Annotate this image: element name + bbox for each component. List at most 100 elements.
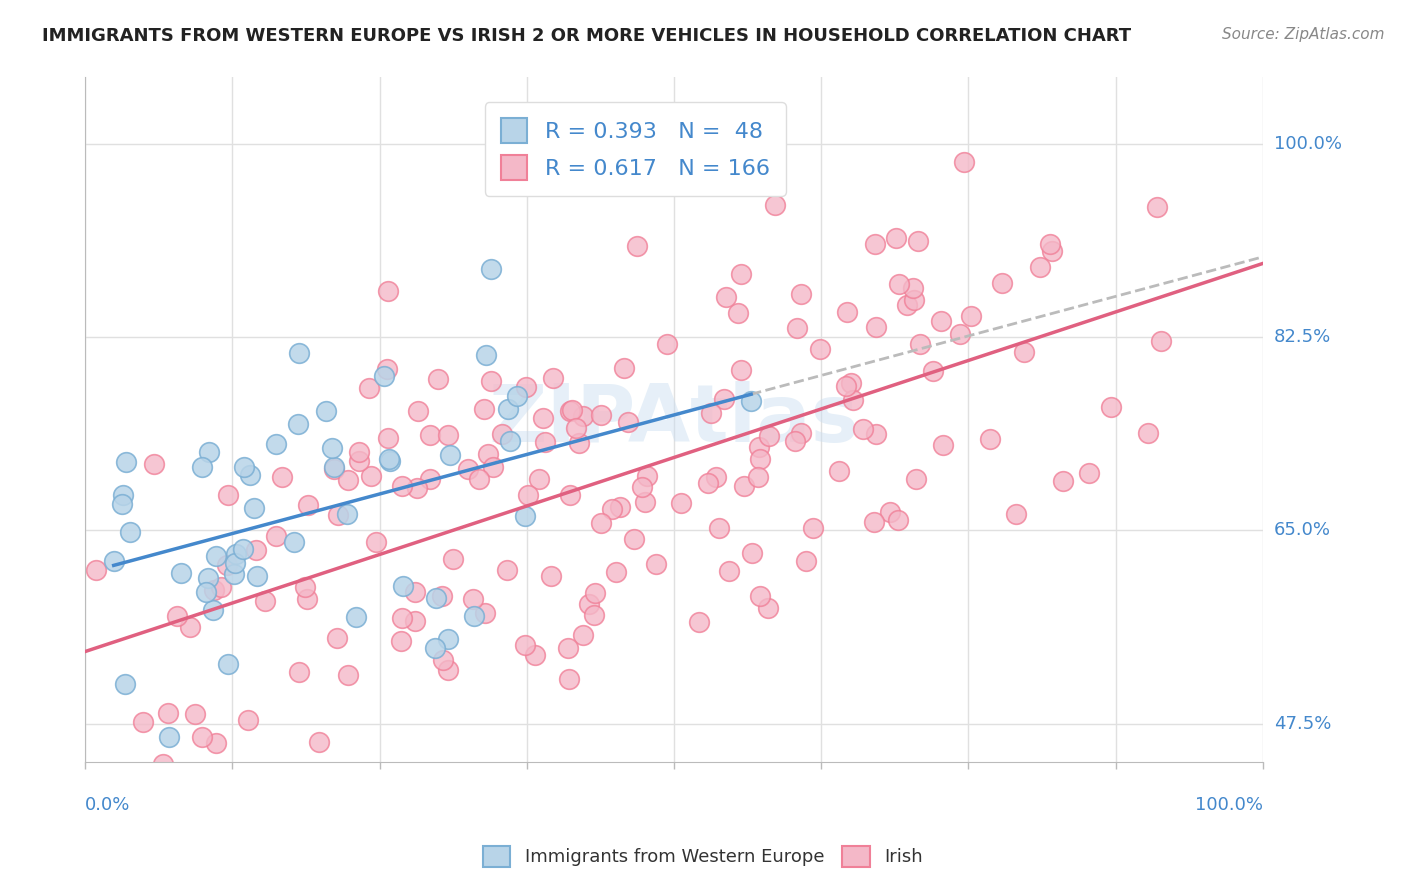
Text: 47.5%: 47.5%	[1274, 714, 1331, 732]
Point	[979, 432, 1001, 446]
Point	[515, 638, 537, 652]
Point	[740, 394, 762, 409]
Point	[863, 237, 886, 252]
Point	[392, 579, 415, 593]
Point	[908, 337, 931, 351]
Point	[948, 326, 970, 341]
Point	[202, 583, 225, 598]
Point	[120, 525, 142, 540]
Point	[359, 380, 381, 394]
Point	[558, 404, 581, 418]
Point	[572, 409, 595, 423]
Point	[463, 609, 485, 624]
Point	[326, 631, 349, 645]
Point	[419, 428, 441, 442]
Point	[479, 261, 502, 276]
Point	[1146, 200, 1168, 214]
Point	[889, 277, 911, 291]
Point	[786, 321, 808, 335]
Point	[243, 501, 266, 516]
Point	[623, 532, 645, 546]
Point	[373, 369, 395, 384]
Point	[419, 472, 441, 486]
Point	[794, 553, 817, 567]
Point	[609, 500, 631, 514]
Point	[205, 736, 228, 750]
Point	[437, 632, 460, 646]
Point	[197, 571, 219, 585]
Point	[749, 451, 772, 466]
Point	[589, 516, 612, 530]
Point	[336, 507, 359, 521]
Point	[378, 451, 401, 466]
Point	[513, 509, 536, 524]
Point	[1099, 401, 1122, 415]
Point	[157, 706, 180, 720]
Legend: Immigrants from Western Europe, Irish: Immigrants from Western Europe, Irish	[477, 838, 929, 874]
Point	[463, 592, 485, 607]
Point	[308, 735, 330, 749]
Point	[730, 362, 752, 376]
Point	[430, 590, 453, 604]
Point	[475, 348, 498, 362]
Point	[468, 473, 491, 487]
Point	[496, 563, 519, 577]
Point	[347, 454, 370, 468]
Point	[405, 481, 427, 495]
Point	[217, 657, 239, 671]
Point	[578, 597, 600, 611]
Point	[217, 488, 239, 502]
Point	[408, 404, 430, 418]
Point	[482, 459, 505, 474]
Point	[589, 408, 612, 422]
Text: ZIPAtlas: ZIPAtlas	[489, 381, 859, 458]
Point	[224, 567, 246, 582]
Point	[582, 607, 605, 622]
Point	[166, 608, 188, 623]
Point	[437, 663, 460, 677]
Point	[991, 276, 1014, 290]
Point	[733, 479, 755, 493]
Point	[364, 534, 387, 549]
Point	[264, 437, 287, 451]
Point	[426, 372, 449, 386]
Point	[391, 479, 413, 493]
Point	[472, 401, 495, 416]
Point	[245, 543, 267, 558]
Point	[439, 449, 461, 463]
Point	[841, 392, 863, 407]
Point	[425, 591, 447, 605]
Point	[152, 757, 174, 772]
Point	[209, 581, 232, 595]
Point	[655, 337, 678, 351]
Point	[785, 434, 807, 448]
Point	[763, 198, 786, 212]
Point	[531, 410, 554, 425]
Point	[474, 607, 496, 621]
Point	[636, 469, 658, 483]
Point	[146, 847, 169, 861]
Point	[491, 426, 513, 441]
Point	[1029, 260, 1052, 274]
Point	[377, 431, 399, 445]
Text: 100.0%: 100.0%	[1195, 797, 1263, 814]
Text: 65.0%: 65.0%	[1274, 521, 1331, 540]
Point	[960, 309, 983, 323]
Point	[344, 610, 367, 624]
Point	[613, 360, 636, 375]
Point	[1052, 474, 1074, 488]
Point	[477, 446, 499, 460]
Point	[907, 234, 929, 248]
Point	[378, 454, 401, 468]
Point	[707, 521, 730, 535]
Point	[143, 457, 166, 471]
Point	[499, 434, 522, 449]
Point	[115, 455, 138, 469]
Point	[215, 558, 238, 573]
Point	[322, 462, 344, 476]
Point	[808, 342, 831, 356]
Point	[901, 281, 924, 295]
Point	[253, 594, 276, 608]
Point	[236, 713, 259, 727]
Point	[515, 380, 537, 394]
